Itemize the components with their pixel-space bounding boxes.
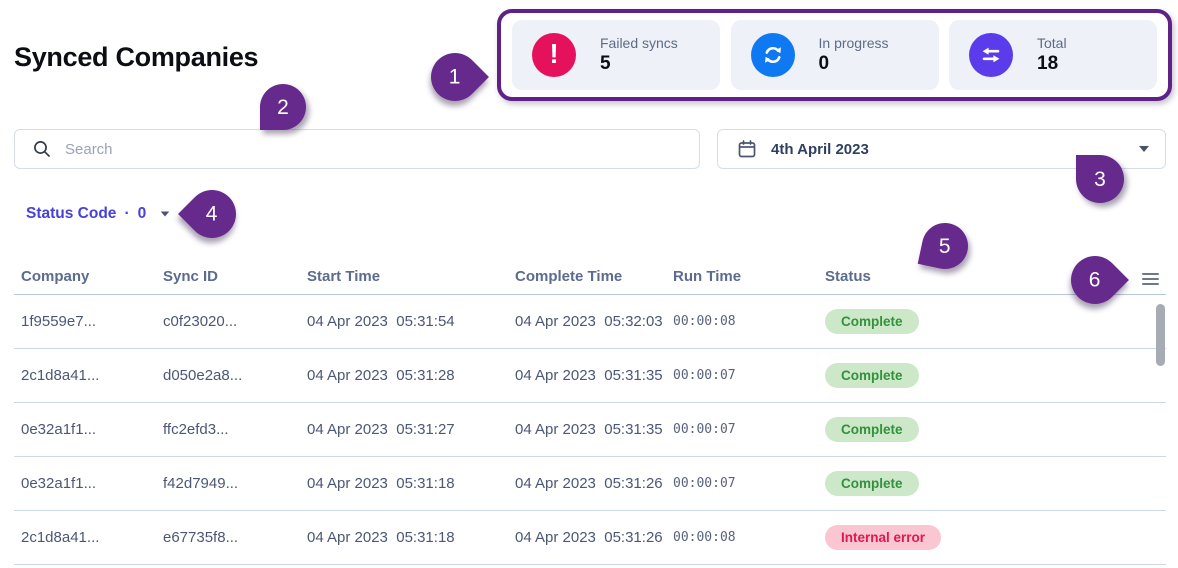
status-badge: Complete bbox=[825, 363, 919, 388]
stat-label: Failed syncs bbox=[600, 35, 678, 51]
company-cell: 1f9559e7... bbox=[21, 313, 97, 330]
status-badge: Internal error bbox=[825, 525, 942, 550]
complete-time-cell: 04 Apr 2023 05:31:26 bbox=[515, 529, 663, 546]
run-time-cell: 00:00:08 bbox=[673, 314, 736, 329]
company-cell: 2c1d8a41... bbox=[21, 529, 100, 546]
complete-time-cell: 04 Apr 2023 05:32:03 bbox=[515, 313, 663, 330]
status-badge: Complete bbox=[825, 471, 919, 496]
search-input[interactable] bbox=[65, 140, 699, 158]
status-code-filter-label: Status Code bbox=[26, 205, 117, 222]
syncs-table: Company Sync ID Start Time Complete Time… bbox=[14, 258, 1166, 565]
start-time-cell: 04 Apr 2023 05:31:18 bbox=[307, 475, 455, 492]
table-row: 2c1d8a41... e67735f8... 04 Apr 2023 05:3… bbox=[14, 511, 1166, 565]
search-icon bbox=[34, 141, 50, 157]
column-header-complete-time: Complete Time bbox=[515, 267, 623, 285]
run-time-cell: 00:00:07 bbox=[673, 422, 736, 437]
date-picker-value: 4th April 2023 bbox=[771, 140, 869, 158]
search-bar bbox=[14, 129, 700, 169]
stat-value: 5 bbox=[600, 53, 611, 74]
run-time-cell: 00:00:07 bbox=[673, 368, 736, 383]
status-code-filter-separator: · bbox=[124, 205, 130, 222]
start-time-cell: 04 Apr 2023 05:31:54 bbox=[307, 313, 455, 330]
run-time-cell: 00:00:08 bbox=[673, 530, 736, 545]
complete-time-cell: 04 Apr 2023 05:31:26 bbox=[515, 475, 663, 492]
stats-summary-highlight-box: ! Failed syncs 5 In progress 0 bbox=[497, 9, 1172, 101]
column-header-run-time: Run Time bbox=[673, 267, 742, 285]
annotation-marker-4: 4 bbox=[178, 180, 246, 248]
stat-card-total: Total 18 bbox=[949, 20, 1157, 90]
stat-label: Total bbox=[1037, 35, 1067, 51]
annotation-marker-2: 2 bbox=[260, 84, 306, 130]
table-header-row: Company Sync ID Start Time Complete Time… bbox=[14, 258, 1166, 295]
vertical-scrollbar-thumb[interactable] bbox=[1156, 304, 1165, 366]
table-menu-icon[interactable] bbox=[1142, 273, 1159, 285]
start-time-cell: 04 Apr 2023 05:31:28 bbox=[307, 367, 455, 384]
stat-value: 18 bbox=[1037, 53, 1059, 74]
page-title: Synced Companies bbox=[14, 42, 259, 72]
alert-icon: ! bbox=[532, 33, 576, 77]
column-header-sync-id: Sync ID bbox=[163, 267, 219, 285]
sync-id-cell: ffc2efd3... bbox=[163, 421, 229, 438]
start-time-cell: 04 Apr 2023 05:31:27 bbox=[307, 421, 455, 438]
start-time-cell: 04 Apr 2023 05:31:18 bbox=[307, 529, 455, 546]
column-header-start-time: Start Time bbox=[307, 267, 381, 285]
annotation-marker-3: 3 bbox=[1076, 155, 1124, 203]
stat-card-in-progress: In progress 0 bbox=[730, 20, 939, 90]
company-cell: 2c1d8a41... bbox=[21, 367, 100, 384]
company-cell: 0e32a1f1... bbox=[21, 475, 97, 492]
annotation-marker-1: 1 bbox=[421, 43, 489, 111]
status-code-filter[interactable]: Status Code · 0 bbox=[26, 205, 170, 223]
sync-icon bbox=[750, 33, 795, 77]
run-time-cell: 00:00:07 bbox=[673, 476, 736, 491]
stat-card-failed-syncs: ! Failed syncs 5 bbox=[512, 20, 720, 90]
chevron-down-icon[interactable] bbox=[1139, 146, 1149, 152]
sync-id-cell: c0f23020... bbox=[163, 313, 238, 330]
column-header-company: Company bbox=[21, 267, 90, 285]
calendar-icon bbox=[738, 140, 756, 158]
status-code-filter-count: 0 bbox=[137, 205, 147, 222]
status-badge: Complete bbox=[825, 309, 919, 334]
column-header-status: Status bbox=[825, 267, 871, 285]
table-row: 1f9559e7... c0f23020... 04 Apr 2023 05:3… bbox=[14, 295, 1166, 349]
stat-label: In progress bbox=[818, 35, 889, 51]
sync-id-cell: d050e2a8... bbox=[163, 367, 243, 384]
complete-time-cell: 04 Apr 2023 05:31:35 bbox=[515, 421, 663, 438]
status-badge: Complete bbox=[825, 417, 919, 442]
table-row: 0e32a1f1... f42d7949... 04 Apr 2023 05:3… bbox=[14, 457, 1166, 511]
chevron-down-icon[interactable] bbox=[160, 211, 170, 217]
transfer-icon bbox=[969, 33, 1013, 77]
table-row: 0e32a1f1... ffc2efd3... 04 Apr 2023 05:3… bbox=[14, 403, 1166, 457]
sync-id-cell: f42d7949... bbox=[163, 475, 239, 492]
complete-time-cell: 04 Apr 2023 05:31:35 bbox=[515, 367, 663, 384]
company-cell: 0e32a1f1... bbox=[21, 421, 97, 438]
sync-id-cell: e67735f8... bbox=[163, 529, 239, 546]
stat-value: 0 bbox=[818, 53, 830, 74]
table-row: 2c1d8a41... d050e2a8... 04 Apr 2023 05:3… bbox=[14, 349, 1166, 403]
